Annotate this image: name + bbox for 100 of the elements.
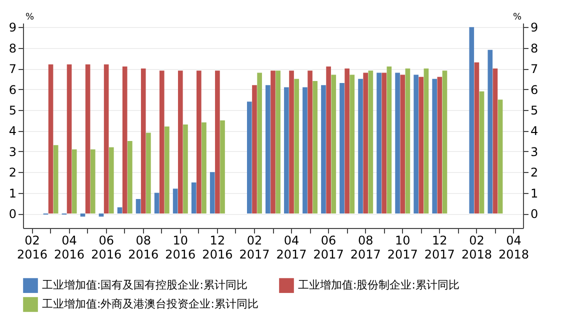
legend-label: 工业增加值:国有及国有控股企业:累计同比 bbox=[42, 278, 248, 292]
bar bbox=[247, 102, 252, 214]
bar bbox=[363, 72, 368, 214]
y2-tick-label: 5 bbox=[530, 103, 538, 118]
bar bbox=[321, 85, 326, 214]
y2-tick-label: 2 bbox=[530, 166, 538, 180]
bar bbox=[140, 68, 146, 214]
x-tick-label: 02 2017 bbox=[239, 234, 270, 262]
y-tick-label: 4 bbox=[8, 124, 16, 138]
bar bbox=[98, 214, 104, 217]
y-tick-label: 6 bbox=[8, 82, 16, 97]
x-tick-label: 12 2016 bbox=[202, 234, 233, 262]
x-tick-label: 02 2016 bbox=[16, 234, 48, 262]
x-tick-label: 08 2017 bbox=[350, 234, 381, 262]
bar bbox=[405, 68, 410, 214]
y2-tick-label: 4 bbox=[530, 124, 538, 138]
x-tick-label: 04 2017 bbox=[276, 234, 307, 262]
bar bbox=[358, 78, 363, 214]
bar bbox=[469, 27, 474, 214]
y2-tick-label: 3 bbox=[530, 144, 538, 159]
y-tick-label: 7 bbox=[8, 62, 16, 76]
bar bbox=[302, 87, 308, 214]
bar bbox=[270, 70, 276, 214]
bar bbox=[85, 64, 90, 214]
bar bbox=[108, 147, 114, 214]
x-tick-label: 06 2016 bbox=[91, 234, 122, 262]
bar bbox=[424, 68, 429, 214]
bar bbox=[128, 141, 132, 214]
x-tick-label: 02 2018 bbox=[461, 234, 492, 262]
x-tick-label: 08 2016 bbox=[128, 234, 159, 262]
y-tick-label: 1 bbox=[8, 186, 16, 200]
bar bbox=[432, 78, 438, 214]
x-tick-label: 10 2016 bbox=[165, 234, 196, 262]
bar bbox=[340, 83, 344, 214]
bar bbox=[183, 124, 188, 214]
bar bbox=[492, 68, 498, 214]
y2-tick-label: 6 bbox=[530, 82, 538, 97]
legend-label: 工业增加值:外商及港澳台投资企业:累计同比 bbox=[42, 298, 258, 310]
y-tick-label: 3 bbox=[8, 144, 16, 159]
bar bbox=[442, 70, 448, 214]
bar bbox=[382, 72, 387, 214]
y2-tick-label: 1 bbox=[530, 186, 538, 200]
bar bbox=[284, 87, 289, 214]
bar bbox=[331, 74, 336, 214]
bar bbox=[376, 72, 382, 214]
bar bbox=[437, 76, 442, 214]
bar bbox=[215, 70, 220, 214]
bar bbox=[117, 207, 122, 214]
y2-axis-title: % bbox=[512, 12, 522, 22]
bar bbox=[326, 66, 331, 214]
bar bbox=[418, 76, 424, 214]
bar bbox=[72, 149, 77, 214]
y-tick-label: 0 bbox=[8, 207, 16, 222]
bar bbox=[474, 62, 480, 214]
bar bbox=[308, 70, 312, 214]
bar bbox=[498, 100, 503, 214]
bar bbox=[53, 145, 58, 214]
y-tick-label: 8 bbox=[8, 41, 16, 56]
bar bbox=[488, 50, 493, 214]
bar bbox=[178, 70, 183, 214]
y-tick-label: 2 bbox=[8, 166, 16, 180]
y2-tick-label: 9 bbox=[530, 20, 538, 35]
bar bbox=[479, 91, 484, 214]
bar bbox=[252, 85, 257, 214]
bar bbox=[344, 68, 350, 214]
bar bbox=[266, 85, 270, 214]
y-axis-title: % bbox=[26, 12, 34, 22]
bar bbox=[164, 126, 170, 214]
x-tick-label: 04 2016 bbox=[54, 234, 85, 262]
bar bbox=[294, 78, 299, 214]
bar bbox=[172, 188, 178, 214]
bar bbox=[122, 66, 128, 214]
bar bbox=[90, 149, 96, 214]
bar bbox=[80, 214, 86, 217]
legend-label: 工业增加值:股份制企业:累计同比 bbox=[298, 278, 460, 292]
bar bbox=[414, 74, 418, 214]
x-tick-label: 04 2018 bbox=[498, 234, 530, 262]
x-tick-label: 12 2017 bbox=[424, 234, 455, 262]
bar bbox=[159, 70, 164, 214]
x-tick-label: 10 2017 bbox=[387, 234, 418, 262]
bar bbox=[312, 80, 318, 214]
x-tick-label: 06 2017 bbox=[313, 234, 344, 262]
bar bbox=[146, 132, 151, 214]
bar bbox=[220, 120, 225, 214]
bar bbox=[368, 70, 374, 214]
y-tick-label: 9 bbox=[8, 20, 16, 35]
bar bbox=[350, 74, 355, 214]
bar bbox=[154, 192, 160, 214]
bar bbox=[289, 70, 294, 214]
bar bbox=[400, 74, 406, 214]
bar bbox=[257, 72, 262, 214]
bar bbox=[136, 199, 141, 214]
bar bbox=[276, 70, 280, 214]
bar bbox=[202, 122, 206, 214]
bar bbox=[66, 64, 72, 214]
y2-tick-label: 7 bbox=[530, 62, 538, 76]
bar bbox=[196, 70, 202, 214]
y2-tick-label: 8 bbox=[530, 41, 538, 56]
bar bbox=[48, 64, 54, 214]
y-tick-label: 5 bbox=[8, 103, 16, 118]
